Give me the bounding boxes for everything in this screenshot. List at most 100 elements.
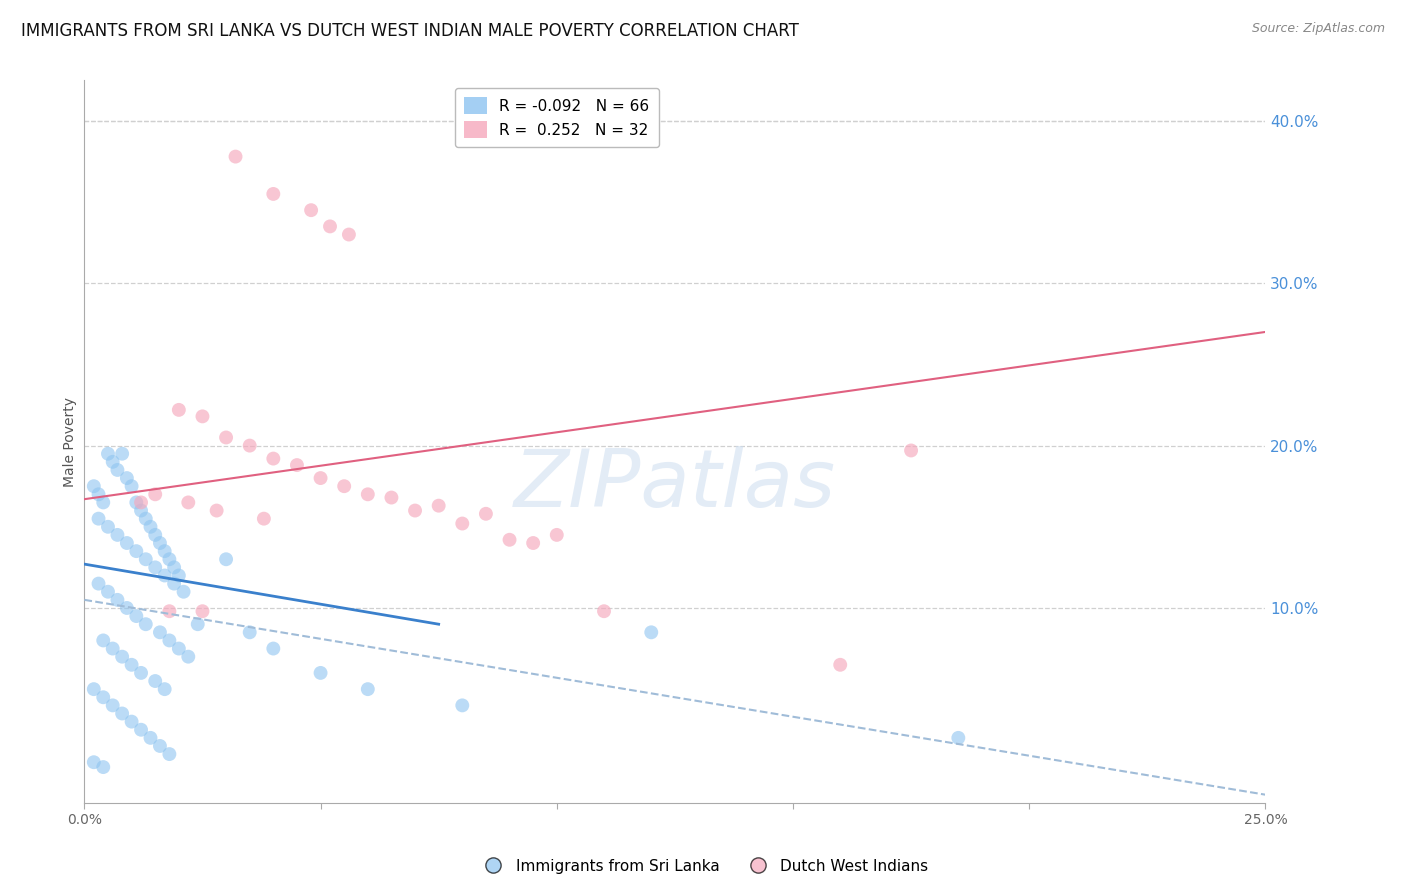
Point [177,495,200,509]
Point [205,503,228,517]
Point [129,503,152,517]
Point [262,186,284,201]
Point [522,536,544,550]
Point [107,463,129,477]
Point [143,528,166,542]
Point [253,511,276,525]
Point [215,552,238,566]
Point [451,516,474,531]
Point [173,584,195,599]
Point [129,495,152,509]
Point [163,576,186,591]
Point [357,682,380,697]
Point [125,544,148,558]
Point [115,536,138,550]
Point [900,443,922,458]
Point [640,625,662,640]
Point [593,604,616,618]
Point [143,673,166,688]
Point [157,604,180,618]
Point [191,409,214,424]
Point [191,604,214,618]
Point [87,511,110,525]
Point [139,731,162,745]
Point [87,487,110,501]
Point [167,568,190,582]
Point [404,503,426,517]
Point [149,739,172,753]
Point [157,747,180,761]
Point [121,657,143,672]
Point [107,592,129,607]
Point [149,625,172,640]
Point [101,641,124,656]
Point [262,641,284,656]
Point [319,219,342,234]
Point [163,560,186,574]
Point [498,533,520,547]
Point [546,528,568,542]
Point [262,451,284,466]
Point [97,584,120,599]
Text: IMMIGRANTS FROM SRI LANKA VS DUTCH WEST INDIAN MALE POVERTY CORRELATION CHART: IMMIGRANTS FROM SRI LANKA VS DUTCH WEST … [21,22,799,40]
Point [225,150,247,164]
Point [97,447,120,461]
Point [357,487,380,501]
Point [143,560,166,574]
Point [451,698,474,713]
Point [115,471,138,485]
Point [177,649,200,664]
Point [149,536,172,550]
Point [83,479,105,493]
Point [167,641,190,656]
Point [121,479,143,493]
Point [125,495,148,509]
Point [135,617,157,632]
Point [111,649,134,664]
Point [337,227,360,242]
Point [107,528,129,542]
Point [83,755,105,769]
Point [83,682,105,697]
Point [101,455,124,469]
Point [91,760,114,774]
Point [91,495,114,509]
Point [87,576,110,591]
Legend: R = -0.092   N = 66, R =  0.252   N = 32: R = -0.092 N = 66, R = 0.252 N = 32 [456,88,658,147]
Point [475,507,498,521]
Text: ZIPatlas: ZIPatlas [513,446,837,524]
Point [215,430,238,444]
Point [157,552,180,566]
Point [97,520,120,534]
Point [948,731,970,745]
Point [309,665,332,680]
Point [167,403,190,417]
Point [91,633,114,648]
Point [380,491,402,505]
Point [121,714,143,729]
Point [91,690,114,705]
Point [239,625,262,640]
Point [285,458,308,472]
Point [309,471,332,485]
Point [187,617,209,632]
Point [135,552,157,566]
Y-axis label: Male Poverty: Male Poverty [63,397,77,486]
Point [129,665,152,680]
Point [143,487,166,501]
Text: Source: ZipAtlas.com: Source: ZipAtlas.com [1251,22,1385,36]
Point [139,520,162,534]
Point [830,657,852,672]
Point [111,706,134,721]
Point [111,447,134,461]
Point [153,544,176,558]
Point [299,203,322,218]
Point [135,511,157,525]
Point [101,698,124,713]
Point [239,439,262,453]
Point [157,633,180,648]
Point [129,723,152,737]
Point [427,499,450,513]
Legend: Immigrants from Sri Lanka, Dutch West Indians: Immigrants from Sri Lanka, Dutch West In… [471,853,935,880]
Point [153,682,176,697]
